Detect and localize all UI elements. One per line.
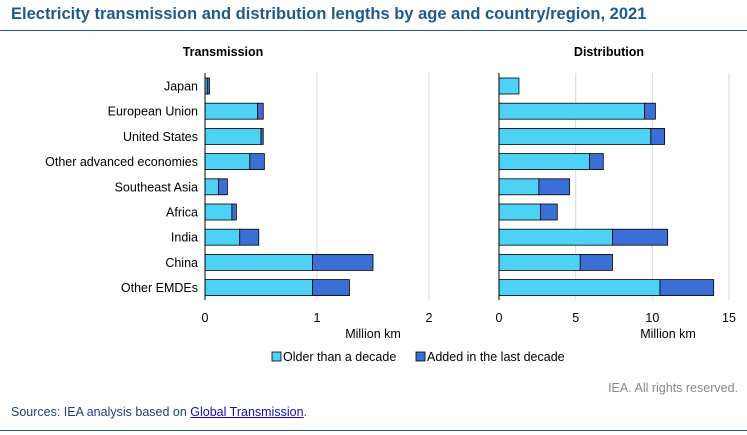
distribution-bar-older [498,228,613,246]
credit-text: IEA. All rights reserved. [608,381,738,395]
title-divider [0,30,747,31]
transmission-tick-label: 0 [202,311,209,325]
transmission-bar-older [204,153,251,171]
sources-suffix: . [303,405,308,419]
distribution-bar-added [538,178,570,196]
transmission-bar-older [204,279,313,297]
category-label: India [171,231,198,245]
transmission-tick-label: 2 [426,311,433,325]
sources-prefix: Sources: IEA analysis based on [11,405,191,419]
distribution-bar-added [659,279,715,297]
transmission-bar-added [239,228,260,246]
distribution-tick-label: 15 [722,311,736,325]
category-label: European Union [108,105,198,119]
sources-link[interactable]: Global Transmission [190,405,304,419]
transmission-tick-label: 1 [314,311,321,325]
transmission-bar-older [204,203,233,221]
category-label: Other EMDEs [121,281,198,295]
category-label: Other advanced economies [45,155,198,169]
transmission-bar-older [204,102,259,120]
category-label: United States [123,130,198,144]
transmission-panel-title: Transmission [183,45,264,59]
bottom-divider [0,430,747,431]
distribution-bar-older [498,102,646,120]
distribution-bar-added [644,102,656,120]
category-label: Africa [166,206,198,220]
distribution-bar-added [540,203,558,221]
legend-label-older: Older than a decade [283,350,396,364]
transmission-bar-older [204,228,241,246]
legend-swatch-older [271,351,282,362]
transmission-bar-older [204,127,262,145]
transmission-bar-added [312,279,350,297]
distribution-bar-older [498,178,540,196]
legend-label-added: Added in the last decade [427,350,565,364]
category-label: Japan [164,80,198,94]
chart-title: Electricity transmission and distributio… [11,5,647,23]
distribution-bar-added [650,127,665,145]
transmission-bar-added [312,253,374,271]
chart-canvas: Transmission Japan European Union United St… [45,45,736,364]
distribution-bar-added [612,228,669,246]
transmission-bar-added [257,102,264,120]
distribution-tick-label: 10 [645,311,659,325]
sources-line: Sources: IEA analysis based on Global Tr… [11,405,307,419]
legend-swatch-added [415,351,426,362]
transmission-axis-label: Million km [345,327,401,341]
distribution-bar-older [498,279,661,297]
distribution-axis-label: Million km [640,327,696,341]
distribution-bar-older [498,77,520,95]
distribution-bar-older [498,203,541,221]
transmission-bar-older [204,178,219,196]
transmission-bar-added [249,153,265,171]
distribution-bar-added [589,153,604,171]
category-label: China [165,256,198,270]
transmission-bar-older [204,253,313,271]
transmission-bar-added [218,178,228,196]
category-label: Southeast Asia [115,180,198,194]
distribution-bar-older [498,127,652,145]
distribution-bar-older [498,153,590,171]
distribution-panel-title: Distribution [574,45,644,59]
transmission-bar-added [260,127,264,145]
distribution-tick-label: 5 [572,311,579,325]
distribution-bar-older [498,253,581,271]
distribution-tick-label: 0 [496,311,503,325]
transmission-bar-added [231,203,237,221]
transmission-bar-added [206,77,210,95]
distribution-bar-added [579,253,613,271]
